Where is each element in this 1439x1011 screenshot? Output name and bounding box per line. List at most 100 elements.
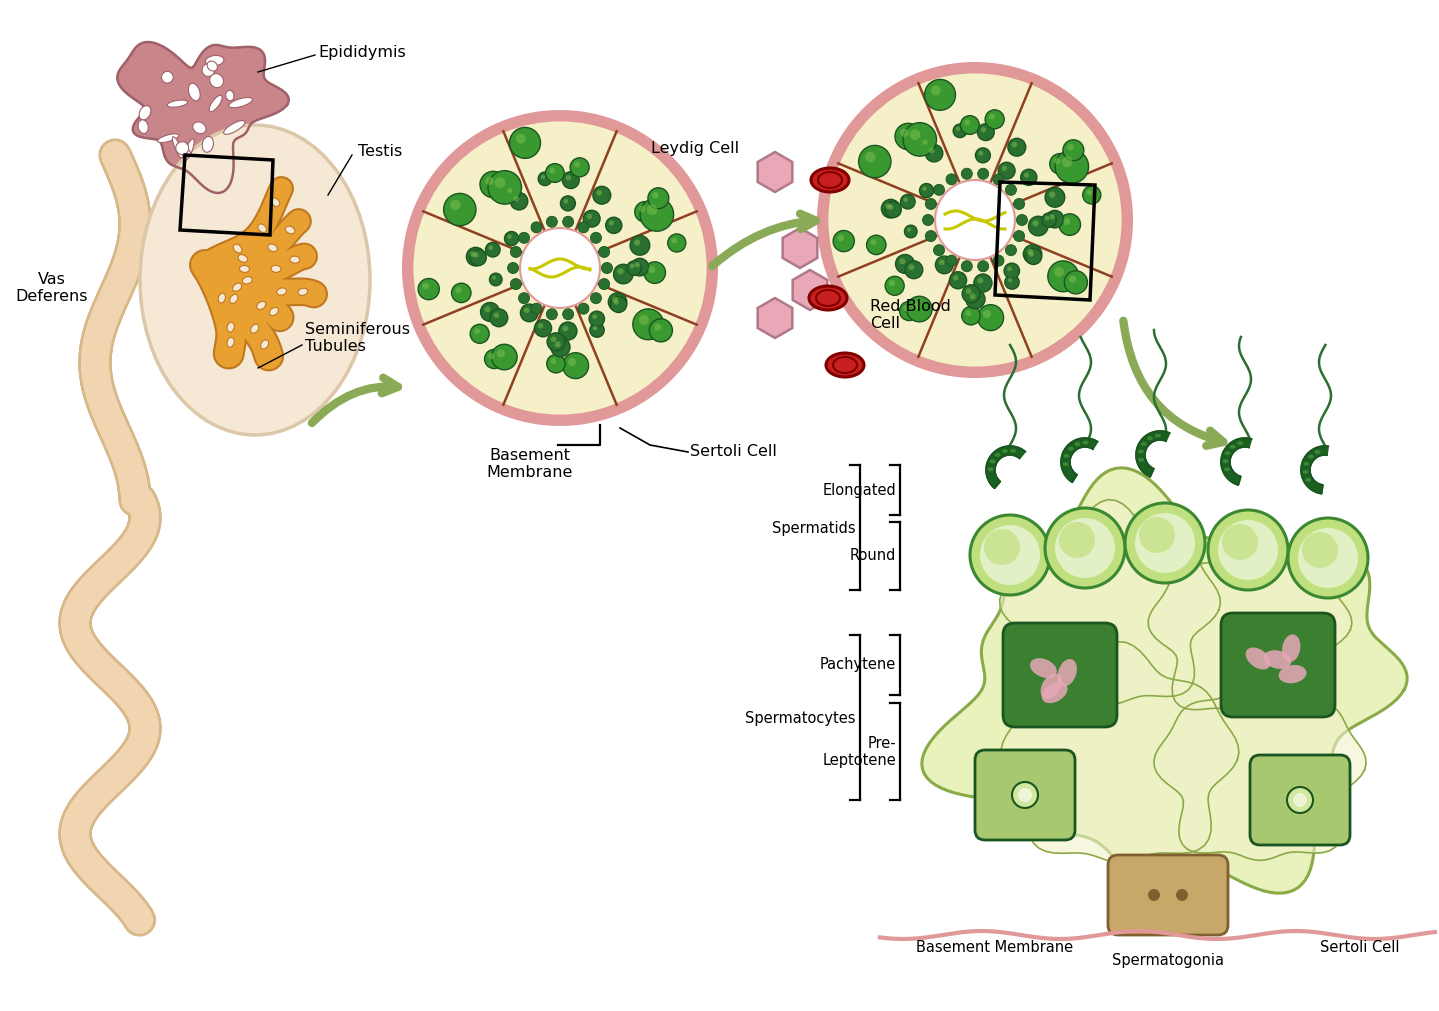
Circle shape [966,310,971,316]
Circle shape [606,217,622,234]
Text: Elongated: Elongated [822,482,896,497]
Circle shape [885,276,904,295]
Ellipse shape [210,74,223,88]
Ellipse shape [237,255,248,262]
Circle shape [496,350,505,358]
Circle shape [401,110,718,426]
Circle shape [518,293,530,303]
Ellipse shape [1305,478,1311,482]
Circle shape [934,184,944,195]
Circle shape [928,148,934,154]
Polygon shape [1061,438,1098,482]
Circle shape [931,86,941,95]
Circle shape [551,337,557,342]
Circle shape [1069,275,1076,283]
Circle shape [541,175,545,179]
Circle shape [590,293,602,303]
Ellipse shape [256,301,266,309]
Circle shape [976,148,990,163]
Circle shape [955,126,960,131]
Circle shape [920,184,934,197]
Circle shape [1026,248,1042,265]
Circle shape [471,325,489,344]
Text: Seminiferous
Tubules: Seminiferous Tubules [305,321,410,354]
Circle shape [1053,267,1063,277]
Ellipse shape [206,56,224,66]
Ellipse shape [276,288,286,295]
Circle shape [639,205,646,212]
Circle shape [1176,889,1189,901]
Circle shape [488,353,495,359]
Circle shape [653,324,662,331]
Circle shape [473,253,479,258]
Circle shape [1148,889,1160,901]
Circle shape [488,246,494,250]
Circle shape [563,353,589,378]
Circle shape [964,119,970,125]
Ellipse shape [809,286,848,310]
Circle shape [977,168,989,179]
Circle shape [489,273,502,286]
Ellipse shape [826,353,863,377]
Circle shape [925,198,937,209]
Circle shape [602,263,613,274]
Ellipse shape [223,120,245,134]
Ellipse shape [140,105,151,120]
Ellipse shape [203,136,213,153]
Circle shape [613,299,619,304]
Ellipse shape [1002,449,1007,453]
Circle shape [495,177,505,188]
Circle shape [904,197,908,202]
Circle shape [993,255,1004,266]
Circle shape [508,235,512,239]
Ellipse shape [268,244,278,252]
Circle shape [645,262,665,283]
Circle shape [977,278,983,283]
Circle shape [554,342,561,348]
Circle shape [590,323,604,338]
Text: Testis: Testis [358,145,403,160]
Circle shape [590,233,602,244]
Circle shape [1016,214,1027,225]
Circle shape [599,247,610,258]
Ellipse shape [1010,449,1016,453]
Ellipse shape [233,283,242,291]
Circle shape [908,265,914,270]
Ellipse shape [1040,673,1062,699]
Circle shape [922,186,927,191]
Circle shape [999,163,1014,179]
Circle shape [1007,278,1012,282]
Ellipse shape [1147,437,1153,440]
Text: Epididymis: Epididymis [318,44,406,60]
Circle shape [558,321,577,340]
Circle shape [635,201,655,222]
Circle shape [895,123,921,150]
Circle shape [492,345,517,370]
Circle shape [1049,154,1071,174]
Circle shape [977,304,1003,331]
Circle shape [508,263,518,274]
Circle shape [945,255,957,266]
Circle shape [538,324,544,329]
Circle shape [515,133,525,144]
Ellipse shape [1068,447,1073,451]
Circle shape [1004,275,1019,289]
Circle shape [481,171,507,197]
Ellipse shape [1042,682,1068,704]
Circle shape [632,258,649,276]
Circle shape [907,227,911,232]
Circle shape [865,152,875,162]
Circle shape [648,188,669,208]
Polygon shape [758,152,793,192]
Circle shape [481,302,499,321]
Ellipse shape [987,467,993,471]
Ellipse shape [1141,442,1147,446]
Ellipse shape [990,459,996,463]
Circle shape [979,151,983,156]
Ellipse shape [227,338,235,347]
Text: Spermatids: Spermatids [773,521,856,536]
Circle shape [627,261,642,275]
Ellipse shape [1279,665,1307,683]
Circle shape [1012,782,1038,808]
Circle shape [1068,144,1073,151]
